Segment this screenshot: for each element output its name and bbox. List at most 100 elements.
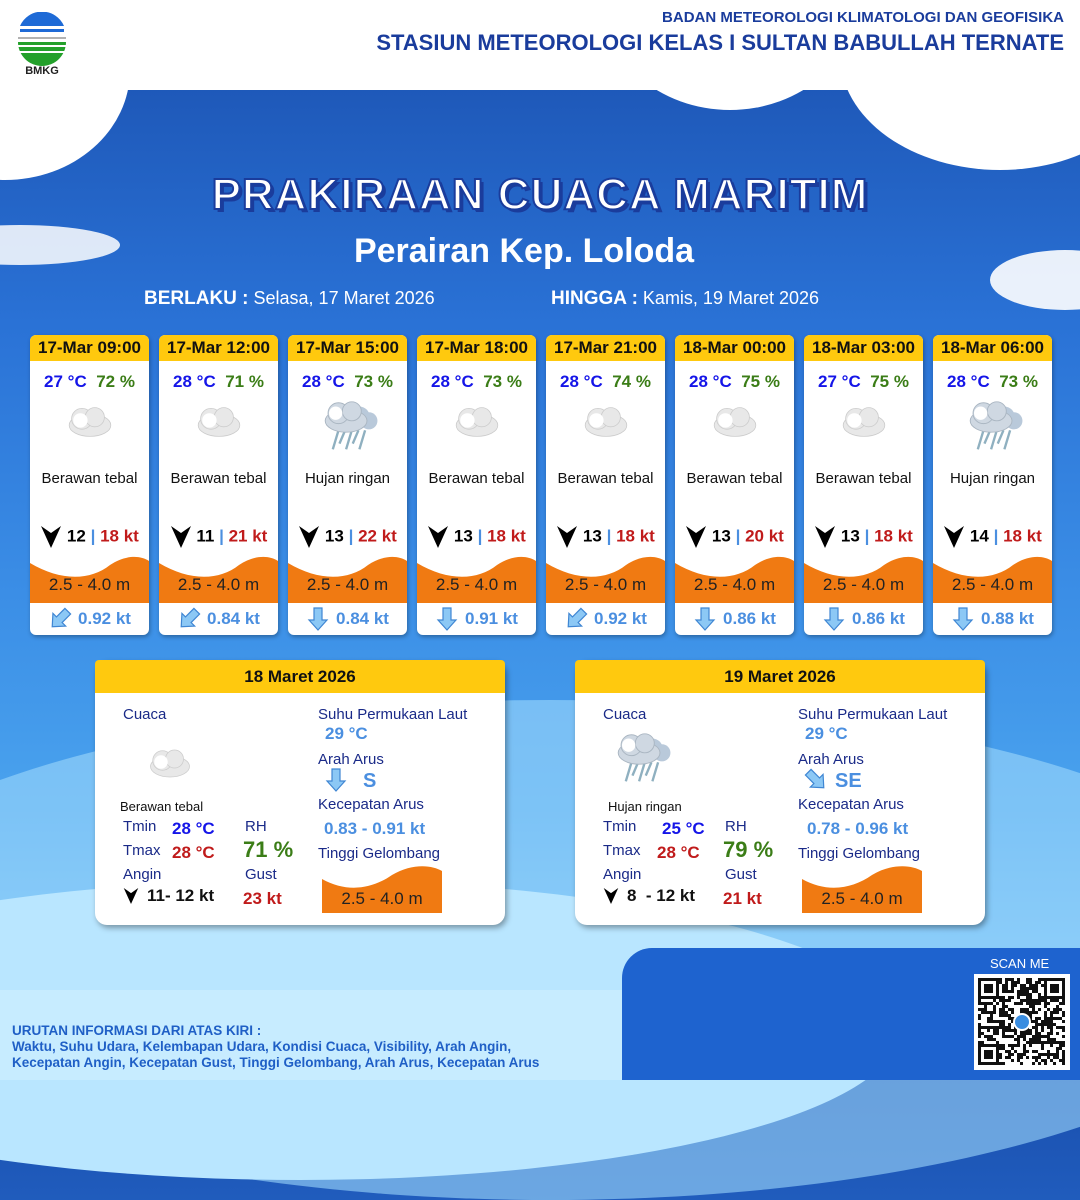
wind-direction-icon [41, 526, 62, 548]
label-tmax: Tmax [603, 842, 641, 859]
card-time: 17-Mar 12:00 [159, 335, 278, 361]
card-rh: 74 % [612, 372, 651, 391]
card-rh: 73 % [483, 372, 522, 391]
card-current: 0.86 kt [675, 607, 794, 631]
card-temp: 28 °C [302, 372, 345, 391]
card-wave-height: 2.5 - 4.0 m [306, 575, 389, 594]
wave-shape [417, 556, 536, 603]
card-wave-height: 2.5 - 4.0 m [177, 575, 260, 594]
card-temp-rh: 28 °C 73 % [417, 372, 536, 392]
wave-shape [288, 556, 407, 603]
wave-shape [546, 556, 665, 603]
label-kec-arus: Kecepatan Arus [798, 796, 904, 813]
card-rh: 75 % [741, 372, 780, 391]
card-temp: 27 °C [818, 372, 861, 391]
page-title: PRAKIRAAN CUACA MARITIM [211, 169, 869, 220]
wind-direction-icon [123, 888, 139, 904]
current-direction-icon [952, 607, 974, 631]
valid-to-label: HINGGA : [551, 288, 638, 309]
cloud-icon [197, 407, 240, 437]
panel-gust: 21 kt [723, 889, 762, 908]
cloud-icon [150, 749, 190, 778]
panel-current-speed: 0.78 - 0.96 kt [807, 819, 909, 838]
label-rh: RH [725, 818, 747, 835]
org-name: BADAN METEOROLOGI KLIMATOLOGI DAN GEOFIS… [662, 9, 1064, 26]
daily-panel: 18 Maret 2026 Cuaca Berawan tebal Tmin 2… [95, 660, 505, 925]
card-current-speed: 0.84 kt [336, 609, 389, 628]
panel-sst: 29 °C [325, 724, 368, 743]
card-wave-height: 2.5 - 4.0 m [693, 575, 776, 594]
card-wind-speed: 13 [582, 526, 602, 546]
card-wind: 13 | 18 kt [417, 525, 536, 549]
card-current: 0.84 kt [288, 607, 407, 631]
card-wind-speed: 13 [324, 526, 344, 546]
valid-to-date: Kamis, 19 Maret 2026 [642, 288, 820, 308]
card-temp-rh: 28 °C 75 % [675, 372, 794, 392]
wind-direction-icon [299, 526, 320, 548]
card-wind: 13 | 22 kt [288, 525, 407, 549]
cloud-icon [584, 407, 627, 437]
card-wave-height: 2.5 - 4.0 m [951, 575, 1034, 594]
bmkg-logo: BMKG [18, 12, 66, 76]
card-rh: 73 % [999, 372, 1038, 391]
panel-tmax: 28 °C [172, 843, 215, 862]
panel-current-dir: S [363, 770, 377, 792]
wind-direction-icon [428, 526, 449, 548]
card-rh: 73 % [354, 372, 393, 391]
card-current-speed: 0.86 kt [723, 609, 776, 628]
card-weather: Berawan tebal [686, 470, 783, 487]
panel-tmax: 28 °C [657, 843, 700, 862]
card-temp-rh: 28 °C 74 % [546, 372, 665, 392]
footer-legend: URUTAN INFORMASI DARI ATAS KIRI : Waktu,… [12, 1023, 539, 1071]
wave-shape [933, 556, 1052, 603]
cloud-icon [713, 407, 756, 437]
panel-wind-speed: 11- 12 kt [147, 886, 215, 905]
card-temp: 27 °C [44, 372, 87, 391]
card-wave-height: 2.5 - 4.0 m [435, 575, 518, 594]
daily-panel: 19 Maret 2026 Cuaca Hujan ringan Tmin 25… [575, 660, 985, 925]
panel-rh: 79 % [723, 837, 774, 862]
label-cuaca: Cuaca [123, 706, 167, 723]
station-name: STASIUN METEOROLOGI KELAS I SULTAN BABUL… [376, 30, 1064, 55]
wind-direction-icon [170, 526, 191, 548]
label-gust: Gust [245, 866, 277, 883]
qr-area: SCAN ME [622, 948, 1080, 1080]
forecast-card: 17-Mar 21:00 28 °C 74 % Berawan tebal 13… [546, 335, 665, 635]
wind-direction-icon [557, 526, 578, 548]
card-temp-rh: 28 °C 73 % [933, 372, 1052, 392]
card-time: 17-Mar 15:00 [288, 335, 407, 361]
panel-current-speed: 0.83 - 0.91 kt [324, 819, 426, 838]
label-sst: Suhu Permukaan Laut [318, 706, 468, 723]
card-gust: 18 kt [487, 526, 526, 546]
card-wind: 12 | 18 kt [30, 525, 149, 549]
card-wind-speed: 13 [840, 526, 860, 546]
label-arah-arus: Arah Arus [318, 751, 384, 768]
qr-code[interactable] [974, 974, 1070, 1070]
svg-text:BMKG: BMKG [25, 65, 59, 76]
card-current: 0.92 kt [546, 607, 665, 631]
card-wind: 14 | 18 kt [933, 525, 1052, 549]
card-weather: Berawan tebal [428, 470, 525, 487]
wind-direction-icon [603, 888, 619, 904]
card-gust: 18 kt [616, 526, 655, 546]
card-time: 18-Mar 06:00 [933, 335, 1052, 361]
card-wind-speed: 11 [196, 526, 215, 546]
qr-label: SCAN ME [990, 956, 1050, 971]
current-direction-icon [436, 607, 458, 631]
card-gust: 20 kt [745, 526, 784, 546]
footer-line1: Waktu, Suhu Udara, Kelembapan Udara, Kon… [12, 1039, 512, 1054]
card-weather: Hujan ringan [304, 470, 391, 487]
wind-direction-icon [815, 526, 836, 548]
card-time: 17-Mar 21:00 [546, 335, 665, 361]
panel-weather: Hujan ringan [608, 799, 682, 814]
panel-tmin: 25 °C [662, 819, 705, 838]
card-time: 17-Mar 18:00 [417, 335, 536, 361]
card-temp: 28 °C [173, 372, 216, 391]
wave-shape [30, 556, 149, 603]
current-direction-icon [823, 607, 845, 631]
label-tinggi: Tinggi Gelombang [798, 845, 921, 862]
label-angin: Angin [123, 866, 162, 883]
rain-icon [617, 733, 671, 782]
card-current-speed: 0.91 kt [465, 609, 518, 628]
card-wind: 13 | 20 kt [675, 525, 794, 549]
